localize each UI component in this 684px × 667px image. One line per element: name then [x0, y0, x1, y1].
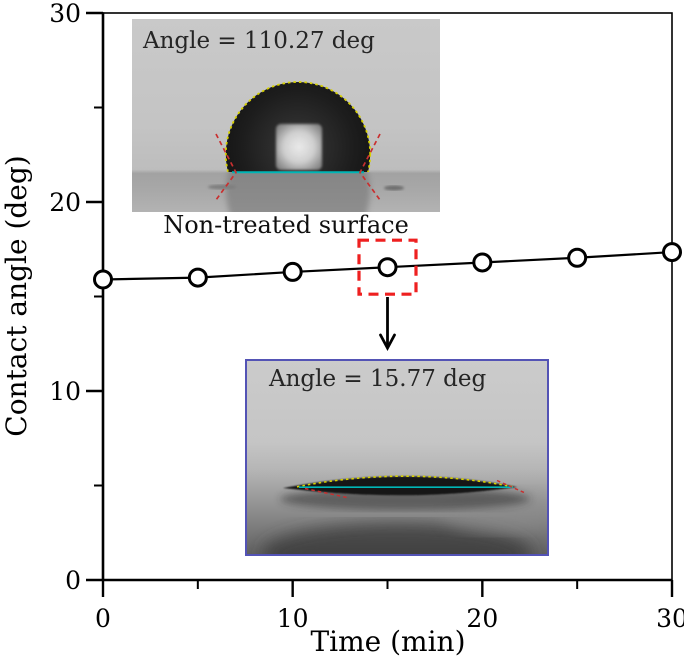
inset-treated-droplet: Angle = 15.77 deg — [245, 359, 549, 556]
droplet-reflection — [226, 172, 370, 212]
x-tick-label: 30 — [656, 604, 684, 633]
treated-droplet-image — [247, 361, 547, 554]
y-tick-label: 0 — [65, 566, 81, 595]
annotation-arrow — [379, 297, 396, 351]
x-tick-label: 20 — [466, 604, 498, 633]
flat-droplet — [283, 476, 517, 496]
data-point — [662, 242, 682, 263]
y-tick-label: 30 — [49, 0, 81, 28]
highlight — [357, 238, 418, 296]
x-tick-label: 10 — [277, 604, 309, 633]
surface-speck — [384, 185, 404, 191]
data-point — [472, 252, 493, 273]
highlight-dashed-box — [357, 238, 418, 296]
x-axis-title: Time (min) — [310, 625, 465, 658]
tangent-right — [496, 479, 525, 494]
x-tick-label: 0 — [95, 604, 111, 633]
data-point — [93, 269, 113, 290]
chart-built-group: 0 10 20 30 0 10 20 30 — [49, 0, 684, 633]
data-point — [567, 247, 588, 268]
inset-top-angle-label: Angle = 110.27 deg — [143, 28, 375, 54]
fitted-outline — [224, 81, 372, 172]
y-tick-label: 10 — [49, 377, 81, 406]
nontreated-droplet-image — [132, 19, 440, 212]
tangent-right — [359, 133, 381, 201]
y-axis-title: Contact angle (deg) — [0, 155, 33, 436]
tangent-left — [215, 133, 237, 201]
nontreated-caption: Non-treated surface — [163, 211, 409, 239]
y-tick-label: 20 — [49, 188, 81, 217]
inset-bottom-angle-label: Angle = 15.77 deg — [269, 366, 487, 392]
series-contact-angle — [93, 242, 682, 290]
ticks: 0 10 20 30 0 10 20 30 — [49, 0, 684, 633]
data-point — [377, 257, 398, 278]
droplet-highlight — [276, 124, 322, 170]
surface-speck — [208, 184, 236, 190]
data-point — [282, 261, 303, 282]
surface-blur-dark — [262, 523, 532, 554]
data-point — [187, 267, 208, 288]
tangent-left — [304, 487, 348, 499]
inset-nontreated-droplet: Angle = 110.27 deg — [132, 19, 440, 212]
